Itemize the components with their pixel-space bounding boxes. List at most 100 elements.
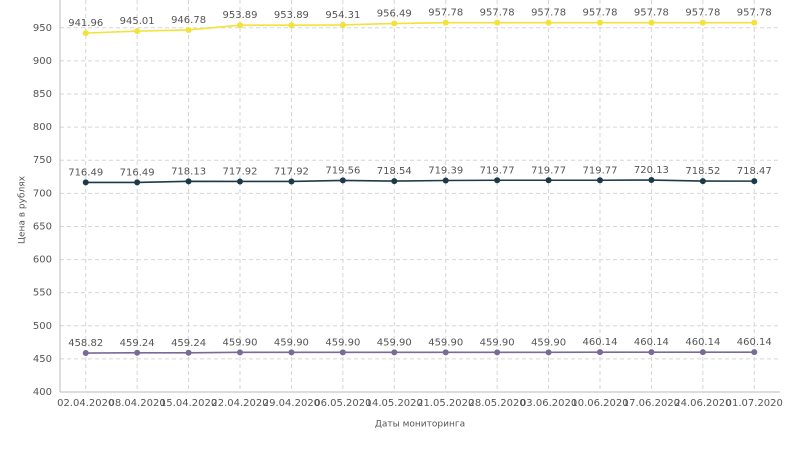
data-label: 718.47 xyxy=(737,166,772,177)
data-label: 953.89 xyxy=(274,10,309,21)
data-point xyxy=(597,177,603,184)
y-tick-label: 850 xyxy=(33,89,52,100)
data-label: 460.14 xyxy=(634,337,669,348)
data-point xyxy=(699,349,706,356)
data-label: 459.90 xyxy=(274,337,309,348)
x-tick-label: 17.06.2020 xyxy=(623,398,680,409)
x-tick-label: 14.05.2020 xyxy=(366,398,423,409)
y-tick-label: 550 xyxy=(33,288,52,299)
data-point xyxy=(545,349,552,356)
x-tick-label: 06.05.2020 xyxy=(314,398,371,409)
data-label: 957.78 xyxy=(634,8,669,19)
data-label: 954.31 xyxy=(325,10,360,21)
data-label: 719.77 xyxy=(531,165,566,176)
y-tick-label: 600 xyxy=(33,255,52,266)
data-point xyxy=(339,177,346,184)
data-label: 957.78 xyxy=(685,8,720,19)
data-label: 946.78 xyxy=(171,15,206,26)
data-point xyxy=(545,177,552,184)
data-label: 957.78 xyxy=(531,8,566,19)
y-tick-label: 500 xyxy=(33,321,52,332)
series-line xyxy=(85,179,755,184)
data-label: 953.89 xyxy=(223,10,258,21)
data-point xyxy=(391,349,398,356)
data-point xyxy=(82,30,89,37)
data-label: 717.92 xyxy=(274,166,309,177)
data-label: 957.78 xyxy=(737,8,772,19)
data-label: 945.01 xyxy=(120,16,155,27)
data-point xyxy=(442,349,449,356)
data-label: 459.90 xyxy=(325,337,360,348)
data-point xyxy=(237,22,243,29)
data-point xyxy=(545,19,552,26)
data-label: 719.77 xyxy=(583,165,618,176)
data-point xyxy=(237,349,243,356)
data-label: 716.49 xyxy=(120,167,155,178)
x-tick-label: 28.05.2020 xyxy=(469,398,526,409)
data-label: 957.78 xyxy=(583,8,618,19)
y-tick-label: 800 xyxy=(33,122,52,133)
y-tick-label: 700 xyxy=(33,188,52,199)
data-point xyxy=(82,179,89,186)
x-tick-label: 01.07.2020 xyxy=(726,398,783,409)
data-point xyxy=(134,179,141,186)
data-label: 459.24 xyxy=(120,338,155,349)
data-point xyxy=(134,349,141,356)
data-label: 458.82 xyxy=(68,338,103,349)
y-tick-label: 900 xyxy=(33,56,52,67)
data-point xyxy=(597,349,603,356)
data-point xyxy=(185,178,192,185)
data-point xyxy=(391,20,398,27)
x-axis-title: Даты мониторинга xyxy=(375,420,465,430)
series-line xyxy=(85,21,755,34)
data-label: 459.90 xyxy=(377,337,412,348)
data-point xyxy=(648,177,655,184)
y-tick-label: 750 xyxy=(33,155,52,166)
data-point xyxy=(648,349,655,356)
data-point xyxy=(288,22,295,29)
x-tick-label: 21.05.2020 xyxy=(417,398,474,409)
data-label: 718.54 xyxy=(377,166,412,177)
data-point xyxy=(442,19,449,26)
x-tick-label: 15.04.2020 xyxy=(160,398,217,409)
data-point xyxy=(751,349,758,356)
y-tick-label: 650 xyxy=(33,221,52,232)
data-label: 957.78 xyxy=(480,8,515,19)
data-label: 459.90 xyxy=(223,337,258,348)
data-label: 719.39 xyxy=(428,166,463,177)
series-line xyxy=(85,351,755,354)
data-label: 459.90 xyxy=(531,337,566,348)
data-label: 459.90 xyxy=(428,337,463,348)
data-label: 718.13 xyxy=(171,166,206,177)
data-point xyxy=(699,19,706,26)
data-point xyxy=(339,349,346,356)
data-point xyxy=(391,178,398,185)
data-point xyxy=(751,178,758,185)
data-point xyxy=(185,349,192,356)
x-tick-label: 24.06.2020 xyxy=(674,398,731,409)
x-tick-label: 03.06.2020 xyxy=(520,398,577,409)
data-point xyxy=(494,349,501,356)
data-label: 716.49 xyxy=(68,167,103,178)
data-label: 460.14 xyxy=(685,337,720,348)
data-label: 941.96 xyxy=(68,18,103,29)
x-tick-label: 02.04.2020 xyxy=(57,398,114,409)
data-label: 717.92 xyxy=(223,166,258,177)
y-tick-label: 450 xyxy=(33,354,52,365)
data-label: 719.77 xyxy=(480,165,515,176)
data-label: 459.90 xyxy=(480,337,515,348)
data-point xyxy=(751,19,758,26)
data-point xyxy=(648,19,655,26)
data-label: 460.14 xyxy=(583,337,618,348)
data-point xyxy=(134,28,141,35)
data-point xyxy=(597,19,603,26)
data-label: 957.78 xyxy=(428,8,463,19)
data-point xyxy=(494,19,501,26)
data-label: 459.24 xyxy=(171,338,206,349)
data-label: 719.56 xyxy=(325,165,360,176)
y-axis-title: Цена в рублях xyxy=(18,175,28,244)
data-point xyxy=(185,26,192,33)
data-label: 460.14 xyxy=(737,337,772,348)
data-point xyxy=(237,178,243,185)
